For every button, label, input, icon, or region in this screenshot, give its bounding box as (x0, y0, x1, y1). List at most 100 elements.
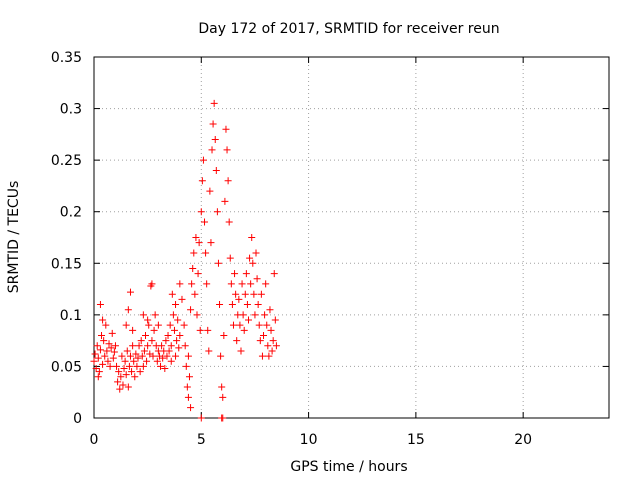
data-point (216, 301, 224, 309)
data-point (228, 301, 236, 309)
data-point (145, 321, 153, 329)
data-point (247, 280, 255, 288)
data-point (130, 357, 138, 365)
data-point (218, 383, 226, 391)
data-point (103, 347, 111, 355)
data-point (262, 280, 270, 288)
data-point (268, 347, 276, 355)
data-point (113, 362, 121, 370)
data-point (257, 290, 265, 298)
data-point (239, 311, 247, 319)
y-tick-label: 0.35 (51, 50, 82, 66)
y-axis-label: SRMTID / TECUs (6, 181, 22, 294)
data-point (237, 347, 245, 355)
data-point (116, 385, 124, 393)
data-point (98, 331, 106, 339)
data-point (246, 254, 254, 262)
data-point (107, 344, 115, 352)
x-tick-label: 5 (197, 432, 206, 448)
data-point (173, 337, 181, 345)
data-point (104, 357, 112, 365)
data-point (176, 331, 184, 339)
data-point (111, 342, 119, 350)
data-point (99, 360, 107, 368)
data-point (217, 352, 225, 360)
data-point (205, 347, 213, 355)
data-point (271, 316, 279, 324)
data-point (136, 368, 144, 376)
data-point (235, 295, 243, 303)
x-tick-label: 20 (514, 432, 532, 448)
data-point (206, 187, 214, 195)
data-point (157, 362, 165, 370)
data-point (176, 280, 184, 288)
data-point (134, 354, 142, 362)
data-point (213, 208, 221, 216)
data-point (194, 270, 202, 278)
data-point (133, 362, 141, 370)
data-point (169, 311, 177, 319)
data-point (106, 362, 114, 370)
data-point (140, 347, 148, 355)
data-point (124, 383, 132, 391)
data-point (153, 357, 161, 365)
data-point (128, 368, 136, 376)
x-tick-label: 15 (407, 432, 425, 448)
data-point (233, 337, 241, 345)
data-point (148, 337, 156, 345)
data-point (211, 136, 219, 144)
data-point (253, 275, 261, 283)
data-point (224, 177, 232, 185)
data-point (115, 368, 123, 376)
data-point (122, 321, 130, 329)
axes (93, 56, 610, 419)
data-point (144, 316, 152, 324)
data-point (143, 357, 151, 365)
data-point (117, 373, 125, 381)
data-point (269, 337, 277, 345)
data-point (90, 357, 98, 365)
data-point (124, 306, 132, 314)
data-point (250, 290, 258, 298)
data-point (129, 342, 137, 350)
y-tick-label: 0.1 (60, 308, 82, 324)
data-point (131, 373, 139, 381)
data-point (170, 326, 178, 334)
data-point (243, 301, 251, 309)
data-point (201, 218, 209, 226)
x-tick-label: 0 (90, 432, 99, 448)
data-point (198, 177, 206, 185)
y-tick-label: 0.3 (60, 102, 82, 118)
data-point (245, 316, 252, 324)
data-point (266, 306, 274, 314)
data-point (184, 352, 192, 360)
x-tick-label: 10 (300, 432, 318, 448)
data-point (139, 311, 147, 319)
data-point (172, 352, 180, 360)
data-point (154, 321, 162, 329)
data-point (110, 348, 118, 356)
scatter-points (90, 99, 280, 422)
data-point (252, 249, 260, 257)
data-point (132, 350, 140, 358)
data-point (214, 259, 222, 267)
data-point (105, 340, 113, 348)
data-point (192, 234, 200, 241)
data-point (254, 301, 262, 309)
data-point (148, 280, 156, 288)
data-point (91, 350, 99, 358)
data-point (118, 352, 126, 360)
data-point (166, 321, 174, 329)
data-point (187, 306, 195, 314)
data-point (251, 311, 259, 319)
data-point (197, 414, 205, 422)
data-point (99, 316, 107, 324)
data-point (242, 270, 250, 278)
data-point (222, 125, 230, 133)
data-point (184, 393, 192, 401)
data-point (126, 352, 134, 360)
data-point (272, 342, 280, 350)
y-tick-label: 0.25 (51, 153, 82, 169)
data-point (137, 337, 145, 345)
